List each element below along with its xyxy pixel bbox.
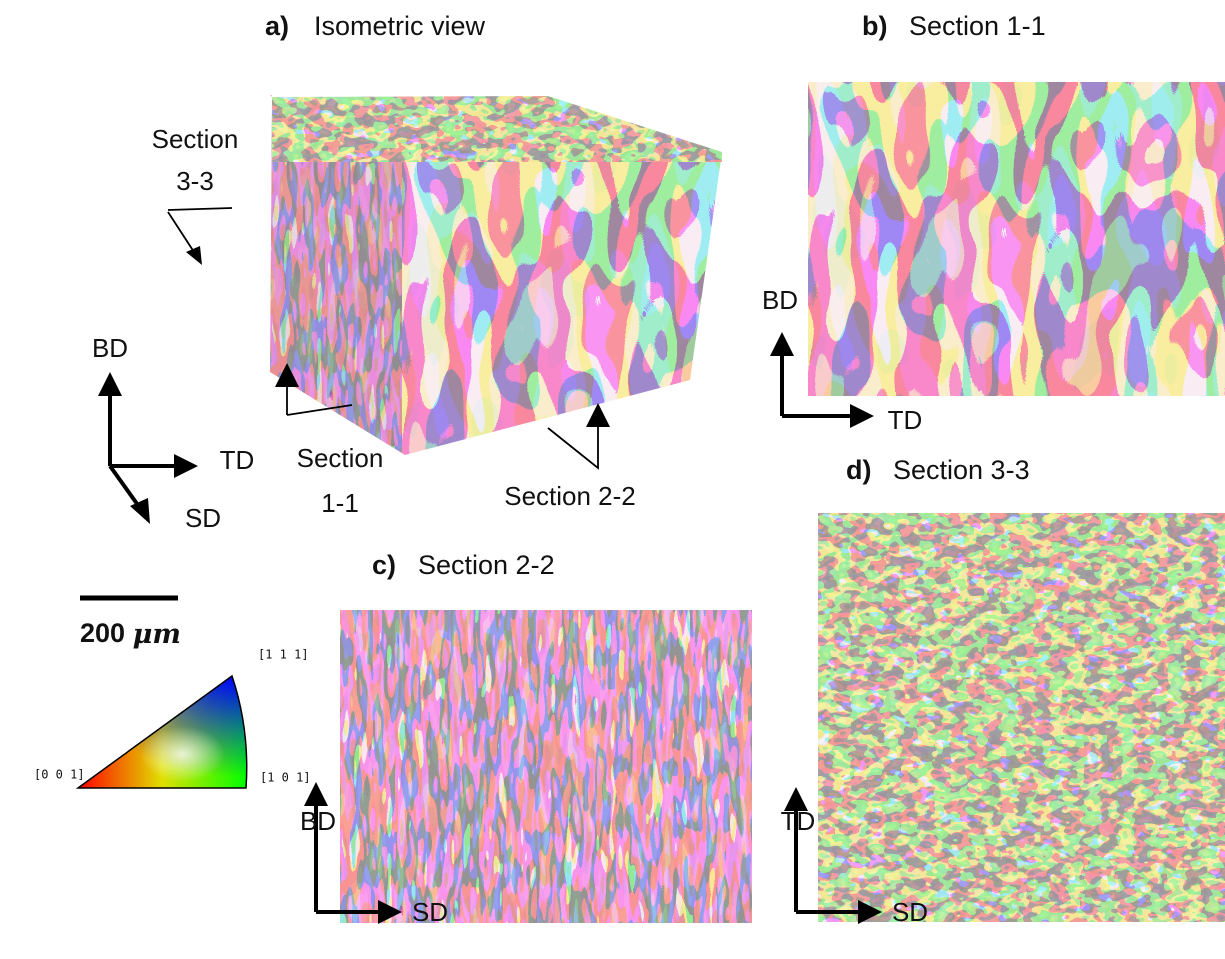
axis-label: BD xyxy=(92,333,128,363)
arrow-head xyxy=(850,404,874,428)
annotation: Section xyxy=(297,443,384,473)
panel-label: c) xyxy=(372,550,396,580)
grains xyxy=(340,610,752,923)
panel-title: Isometric view xyxy=(314,11,486,41)
body: a) Isometric view b) Section 1-1 c) Sect… xyxy=(0,0,1225,959)
panel-title: Section 1-1 xyxy=(909,11,1046,41)
axis-label: BD xyxy=(300,806,336,836)
panel-title: Section 3-3 xyxy=(893,455,1030,485)
annotation: Section 2-2 xyxy=(504,481,636,511)
scale-label: 200 μm xyxy=(80,618,181,649)
annotation: 1-1 xyxy=(321,488,359,518)
section-1-1-map xyxy=(808,82,1225,396)
axis-label: TD xyxy=(781,806,816,836)
grains xyxy=(818,513,1225,922)
scale-value: 200 xyxy=(80,618,125,648)
section-2-2-map xyxy=(340,610,752,923)
grains xyxy=(808,82,1225,396)
axis-label: SD xyxy=(185,503,221,533)
axis-label: SD xyxy=(412,897,448,927)
axis-label: BD xyxy=(762,285,798,315)
ipf-label: [1 1 1] xyxy=(258,648,309,662)
annotation: 3-3 xyxy=(176,166,214,196)
arrow-head xyxy=(304,782,328,806)
panel-label: d) xyxy=(846,455,871,485)
ipf-label: [0 0 1] xyxy=(34,768,85,782)
figure: a) Isometric view b) Section 1-1 c) Sect… xyxy=(0,0,1225,959)
section-3-3-map xyxy=(818,513,1225,922)
annotation: Section xyxy=(152,124,239,154)
panel-label: b) xyxy=(862,11,887,41)
panel-label: a) xyxy=(265,11,289,41)
arrow-head xyxy=(770,332,794,356)
page: {"panels": { "a": {"label": "a)", "title… xyxy=(0,0,1225,959)
panel-title: Section 2-2 xyxy=(418,550,555,580)
axis-label: TD xyxy=(888,405,923,435)
axis-label: TD xyxy=(220,445,255,475)
scale-unit: μm xyxy=(133,619,181,650)
axis-label: SD xyxy=(892,897,928,927)
ipf-label: [1 0 1] xyxy=(260,771,311,785)
